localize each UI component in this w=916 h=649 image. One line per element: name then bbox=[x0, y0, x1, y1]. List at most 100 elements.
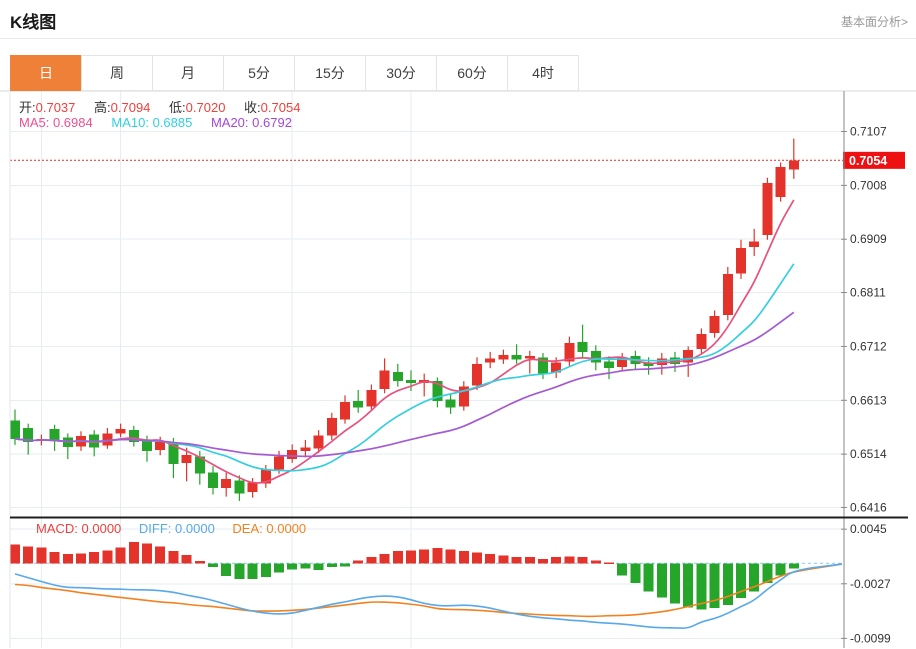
candle-down bbox=[406, 380, 416, 383]
macd-value-group: MACD: 0.0000 bbox=[36, 521, 121, 536]
macd-bar-up bbox=[366, 557, 377, 564]
macd-bar-up bbox=[472, 552, 482, 564]
candle-down bbox=[353, 400, 364, 408]
dea-value: 0.0000 bbox=[266, 521, 307, 536]
candle-up bbox=[102, 433, 113, 446]
tab-15min[interactable]: 15分 bbox=[294, 55, 366, 91]
macd-readout: MACD: 0.0000 DIFF: 0.0000 DEA: 0.0000 bbox=[36, 521, 320, 536]
tab-week[interactable]: 周 bbox=[81, 55, 153, 91]
macd-bar-up bbox=[155, 546, 166, 564]
macd-bar-up bbox=[142, 543, 152, 564]
candle-up bbox=[617, 357, 628, 368]
candle-down bbox=[538, 357, 548, 374]
tab-day[interactable]: 日 bbox=[10, 55, 82, 91]
candle-down bbox=[392, 371, 403, 382]
low-label: 低: bbox=[169, 100, 186, 115]
macd-bar-up bbox=[194, 561, 205, 564]
macd-bar-up bbox=[419, 549, 430, 564]
ma5-readout: MA5: 0.6984 bbox=[19, 115, 93, 130]
y-axis-label: 0.6416 bbox=[850, 500, 887, 514]
candle-up bbox=[564, 343, 575, 362]
candle-down bbox=[577, 342, 588, 352]
high-label: 高: bbox=[94, 100, 111, 115]
close-label: 收: bbox=[244, 100, 261, 115]
candle-down bbox=[208, 472, 218, 488]
ma20-readout: MA20: 0.6792 bbox=[211, 115, 292, 130]
macd-bar-up bbox=[498, 555, 509, 564]
macd-bar-up bbox=[511, 557, 522, 564]
candle-up bbox=[115, 429, 126, 434]
candle-up bbox=[313, 435, 324, 449]
y-axis-label: 0.7008 bbox=[850, 178, 887, 192]
macd-axis-label: -0.0027 bbox=[850, 577, 891, 591]
macd-bar-up bbox=[551, 557, 562, 564]
macd-bar-down bbox=[326, 563, 337, 568]
macd-bar-up bbox=[392, 551, 403, 564]
macd-bar-down bbox=[696, 563, 707, 610]
macd-bar-down bbox=[670, 563, 680, 604]
macd-bar-down bbox=[340, 563, 350, 567]
macd-value: 0.0000 bbox=[81, 521, 122, 536]
macd-bar-up bbox=[181, 554, 192, 564]
macd-bar-up bbox=[379, 554, 390, 564]
candle-up bbox=[274, 456, 284, 470]
candle-up bbox=[340, 401, 350, 420]
macd-bar-up bbox=[10, 544, 20, 564]
candle-up bbox=[656, 358, 667, 365]
diff-line bbox=[14, 563, 843, 629]
diff-value-group: DIFF: 0.0000 bbox=[139, 521, 215, 536]
candle-up bbox=[709, 315, 720, 333]
macd-bar-up bbox=[564, 556, 575, 564]
tab-4hour[interactable]: 4时 bbox=[507, 55, 579, 91]
macd-bar-up bbox=[168, 551, 179, 564]
candle-up bbox=[775, 166, 786, 197]
candle-down bbox=[234, 480, 245, 494]
y-axis-label: 0.7107 bbox=[850, 125, 887, 139]
macd-bar-down bbox=[788, 563, 799, 569]
macd-bar-up bbox=[102, 550, 113, 564]
macd-axis-label: 0.0045 bbox=[850, 522, 887, 536]
candle-down bbox=[643, 362, 654, 367]
macd-bar-down bbox=[274, 563, 284, 573]
dea-label: DEA: bbox=[232, 521, 263, 536]
header-divider bbox=[0, 38, 916, 39]
diff-label: DIFF: bbox=[138, 521, 172, 536]
candle-up bbox=[683, 350, 694, 363]
macd-bar-up bbox=[604, 562, 614, 565]
fundamental-analysis-link[interactable]: 基本面分析> bbox=[840, 15, 908, 29]
tab-30min[interactable]: 30分 bbox=[365, 55, 437, 91]
macd-bar-down bbox=[287, 563, 298, 570]
y-axis-label: 0.6811 bbox=[850, 286, 886, 300]
ma20-line bbox=[14, 311, 795, 458]
macd-bar-up bbox=[49, 551, 60, 564]
candle-up bbox=[788, 160, 799, 170]
close-readout: 收:0.7054 bbox=[244, 100, 300, 115]
macd-bar-up bbox=[458, 551, 469, 564]
candle-up bbox=[221, 479, 232, 488]
tab-5min[interactable]: 5分 bbox=[223, 55, 295, 91]
candle-down bbox=[590, 350, 601, 363]
ma-readout: MA5: 0.6984 MA10: 0.6885 MA20: 0.6792 bbox=[19, 115, 307, 130]
tab-60min[interactable]: 60分 bbox=[436, 55, 508, 91]
macd-bar-down bbox=[234, 563, 245, 580]
tab-month[interactable]: 月 bbox=[152, 55, 224, 91]
candle-up bbox=[485, 358, 496, 363]
page-title: K线图 bbox=[10, 13, 57, 32]
candle-up bbox=[722, 274, 733, 315]
macd-bar-up bbox=[76, 553, 86, 564]
y-axis-label: 0.6514 bbox=[850, 447, 887, 461]
candle-up bbox=[366, 389, 377, 407]
macd-bar-down bbox=[247, 563, 258, 580]
macd-bar-down bbox=[630, 563, 641, 584]
candle-up bbox=[260, 469, 271, 484]
candle-up bbox=[472, 363, 482, 386]
macd-bar-up bbox=[36, 547, 47, 564]
candle-down bbox=[604, 361, 614, 369]
macd-label: MACD: bbox=[36, 521, 78, 536]
y-axis-label: 0.6909 bbox=[850, 232, 887, 246]
high-value: 0.7094 bbox=[110, 100, 151, 115]
candle-up bbox=[524, 356, 535, 359]
macd-bar-up bbox=[406, 550, 416, 564]
